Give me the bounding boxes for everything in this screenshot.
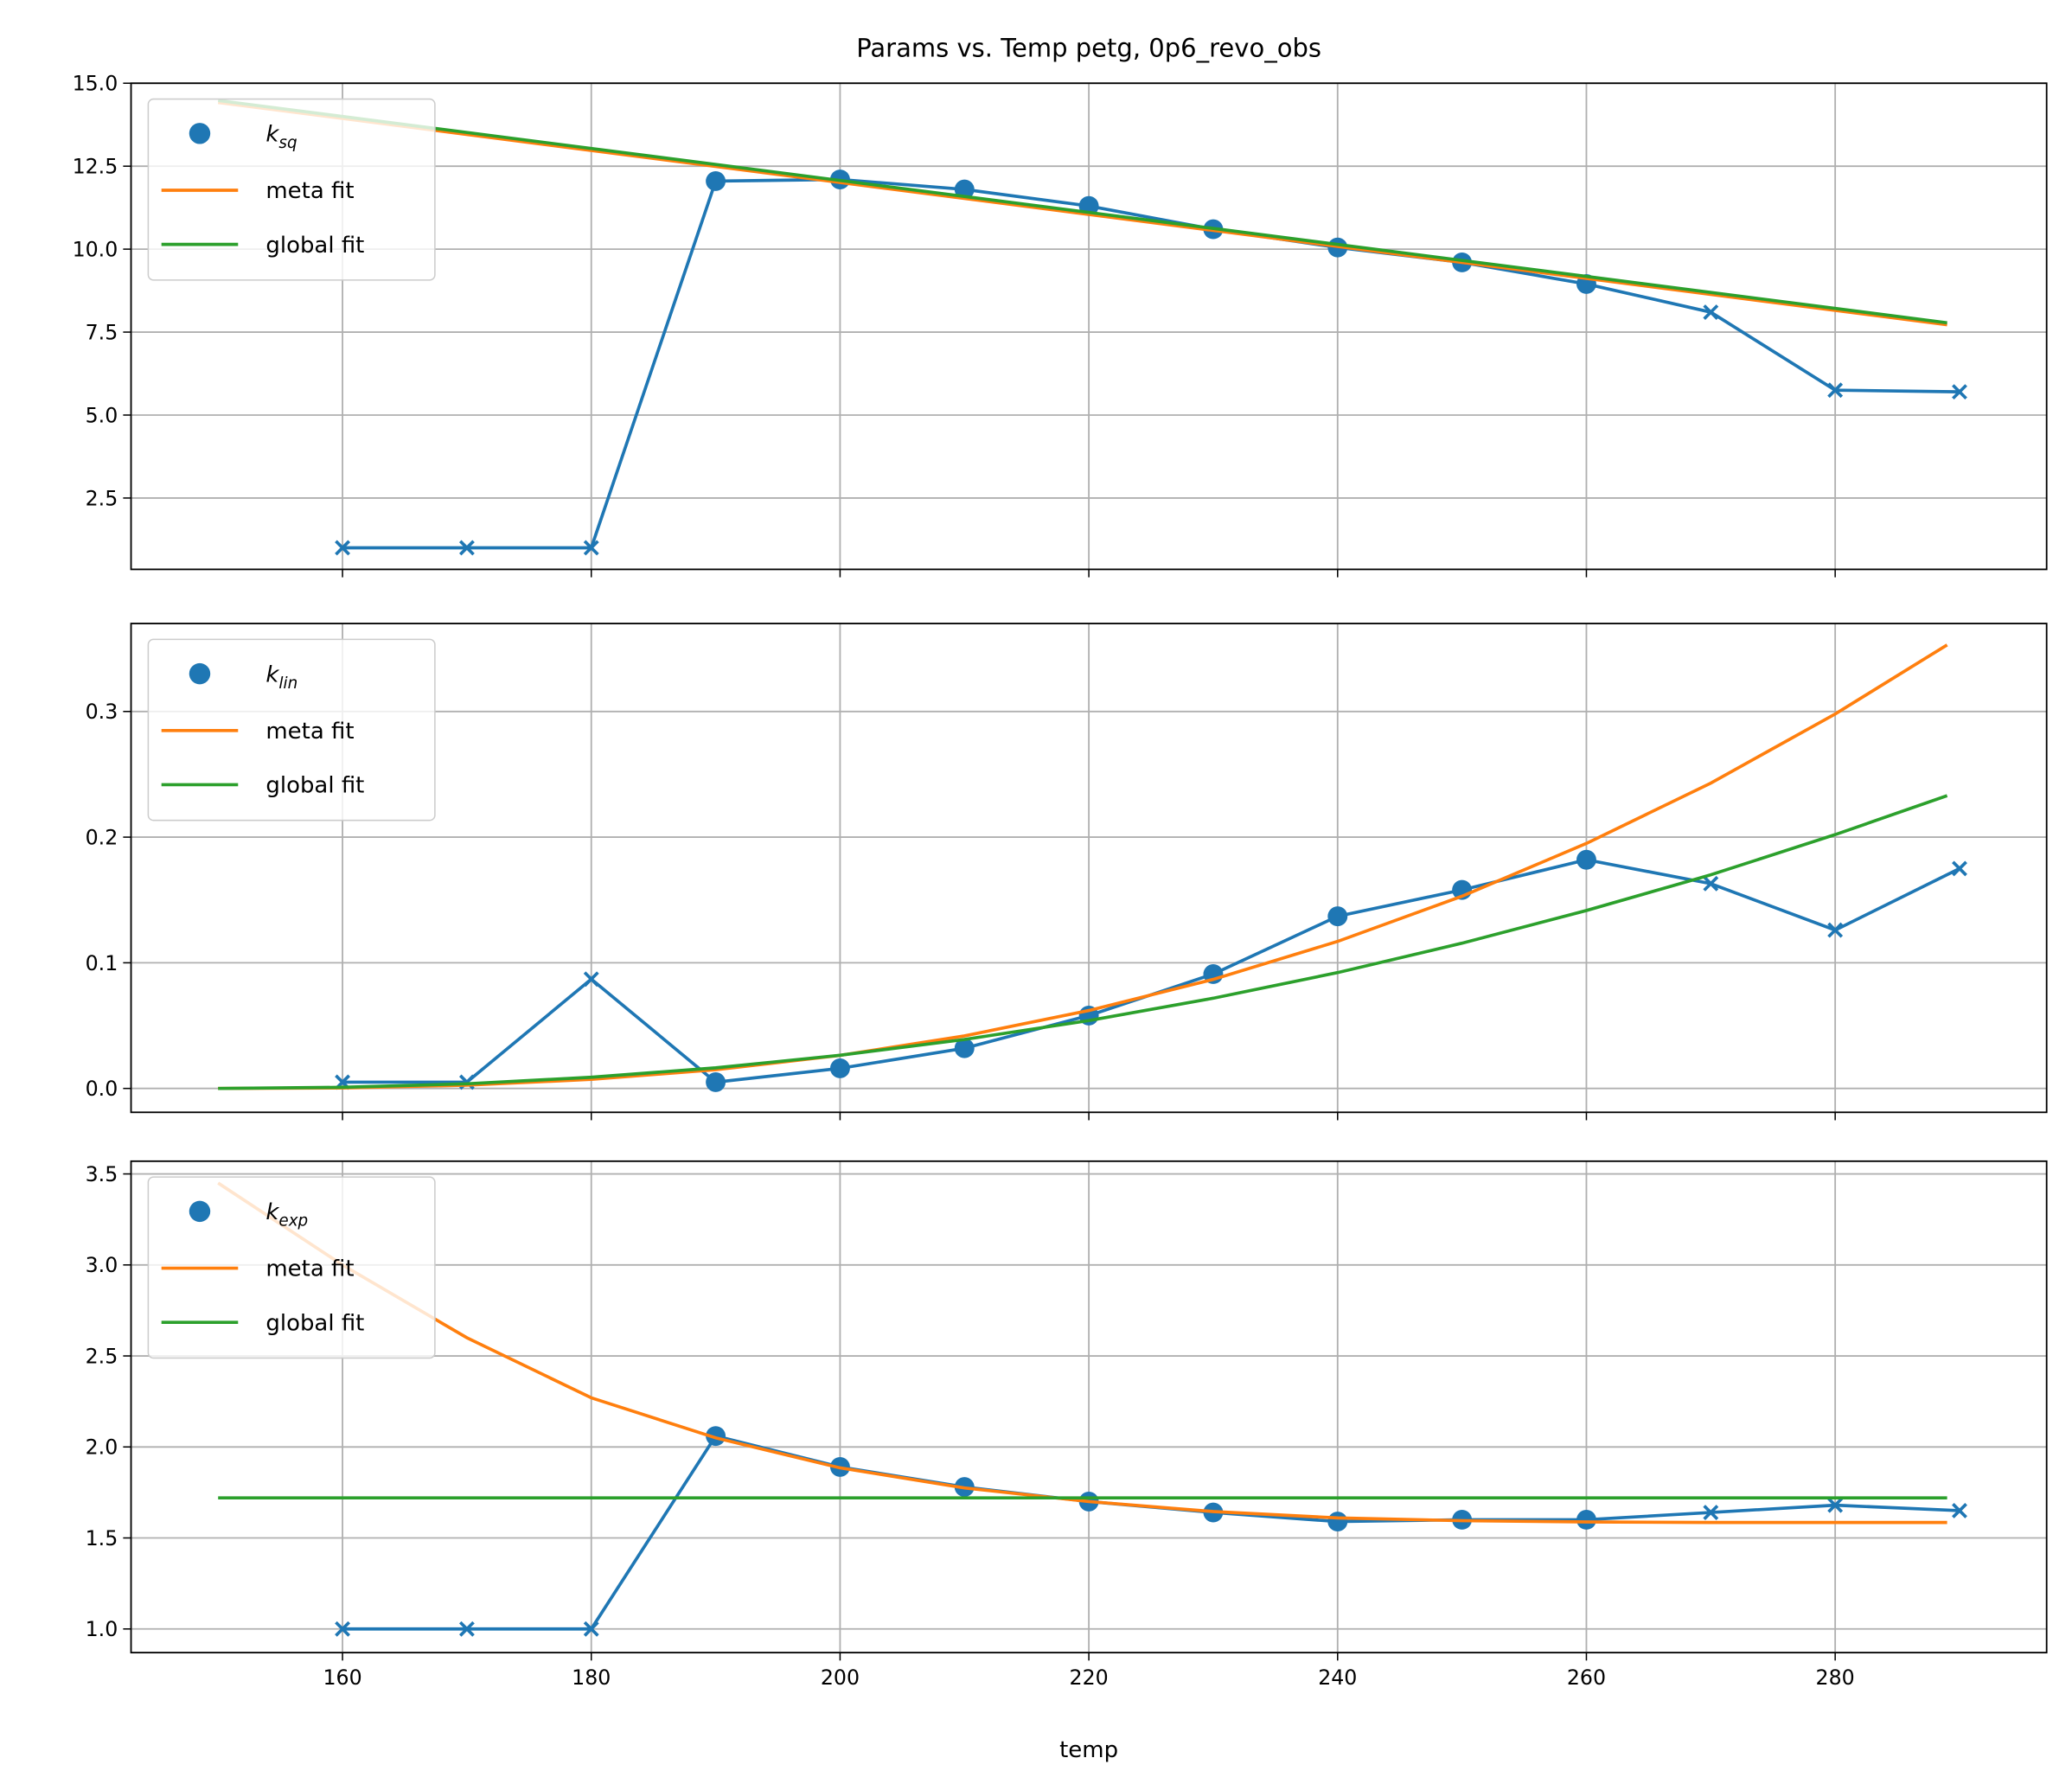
legend-marker-data [189,1200,211,1223]
legend-label-subscript: exp [278,1212,308,1231]
y-tick-label: 10.0 [73,238,118,262]
data-point-x [1827,1497,1844,1513]
legend-label-global: global fit [265,1310,364,1336]
data-point-x [1703,304,1719,320]
legend-label-subscript: sq [278,134,297,152]
data-point-circle [1327,906,1348,927]
data-point-x [335,1621,351,1637]
y-tick-label: 12.5 [73,155,118,179]
data-point-x [1952,1503,1967,1518]
y-tick-label: 0.1 [86,951,118,975]
plot-area [217,1181,1967,1637]
axes-frame [130,1160,2048,1654]
x-tick-label: 280 [1816,1665,1855,1690]
data-point-circle [829,1058,850,1078]
x-tick-label: 240 [1318,1665,1357,1690]
y-tick-label: 3.0 [86,1253,118,1277]
x-tick-label: 160 [323,1665,361,1690]
data-point-x [583,1621,599,1637]
y-tick-label: 5.0 [86,403,118,427]
y-tick-label: 2.5 [86,486,118,510]
data-line [342,1434,1960,1631]
y-tick-label: 3.5 [86,1162,118,1186]
y-tick-label: 1.0 [86,1617,118,1641]
legend-box [147,1176,436,1359]
y-tick-label: 2.5 [86,1344,118,1368]
data-point-circle [1576,1510,1596,1530]
data-point-circle [954,1038,975,1058]
data-point-x [458,1621,475,1637]
legend-box [147,638,436,821]
legend-marker-data [189,123,211,144]
y-tick-label: 1.5 [86,1526,118,1550]
legend-label-subscript: lin [278,674,297,693]
y-tick-label: 2.0 [86,1435,118,1460]
legend-marker-data [189,662,211,685]
data-point-circle [706,1071,726,1092]
y-tick-label: 0.3 [86,700,118,724]
panel-k-exp: 160 180 200 220 240 260 2801.01.52.02.53.03.5k… [86,1160,2048,1690]
global-fit-line [218,794,1948,1090]
data-point-x [583,971,599,988]
data-point-x [335,540,351,556]
data-point-x [1703,875,1719,892]
data-line [342,177,1960,550]
legend-label-meta: meta fit [265,1256,354,1282]
y-tick-label: 0.0 [86,1077,118,1101]
plot-area [217,99,1967,556]
data-point-x [583,540,599,556]
meta-fit-line [218,643,1948,1090]
data-point-x [1827,922,1844,938]
chart-title: Params vs. Temp petg, 0p6_revo_obs [856,34,1321,63]
legend-label-meta: meta fit [265,178,354,204]
data-point-x [1703,1505,1719,1520]
y-tick-label: 15.0 [73,72,118,96]
axes-frame [130,82,2048,571]
data-point-x [1952,384,1967,400]
y-tick-label: 0.2 [86,825,118,849]
data-point-circle [706,170,726,191]
data-point-x [458,540,475,556]
x-axis-label: temp [1059,1737,1118,1763]
legend-label-meta: meta fit [265,719,354,745]
data-point-x [1952,860,1967,877]
meta-fit-line [217,100,1947,327]
x-tick-label: 220 [1070,1665,1109,1690]
global-fit-line [217,99,1947,325]
data-point-circle [1327,1512,1348,1532]
data-line [342,858,1960,1084]
axes-frame [130,623,2048,1114]
plot-area [218,643,1967,1092]
data-point-circle [706,1426,726,1447]
legend-label-global: global fit [265,233,364,259]
legend-box [147,98,436,281]
data-point-circle [1576,849,1596,870]
y-tick-label: 7.5 [86,320,118,344]
x-tick-label: 260 [1567,1665,1606,1690]
x-tick-label: 200 [821,1665,860,1690]
legend-label-global: global fit [265,773,364,799]
x-tick-label: 180 [572,1665,611,1690]
data-point-x [1827,382,1844,399]
meta-fit-line [217,1181,1947,1525]
